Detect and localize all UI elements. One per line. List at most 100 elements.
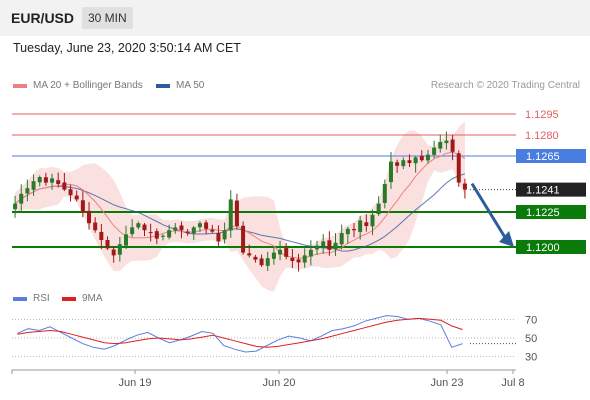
candle-body: [37, 177, 42, 183]
level-label-support: 1.1200: [526, 242, 560, 254]
candle: [253, 254, 258, 263]
candle-body: [308, 249, 313, 257]
candle-body: [315, 245, 320, 250]
candle-body: [99, 231, 104, 240]
candle: [185, 228, 190, 236]
level-tag-support: 1.1225: [516, 205, 586, 219]
candle: [160, 233, 165, 241]
candle: [43, 172, 48, 186]
level-label-support: 1.1225: [526, 207, 560, 219]
candle: [265, 251, 270, 271]
candle-body: [105, 240, 110, 249]
candle: [68, 184, 73, 202]
candle-body: [124, 234, 128, 246]
candle: [241, 221, 246, 255]
x-axis-label: Jun 20: [262, 377, 295, 389]
candle: [407, 154, 412, 168]
candle: [284, 243, 289, 260]
candle-body: [111, 249, 116, 256]
level-tag-support: 1.1200: [516, 240, 586, 254]
candle: [302, 248, 307, 268]
candle: [438, 134, 443, 153]
price-levels: 1.1295 1.1280 1.1265 1.1225 1.1200: [12, 109, 586, 254]
ma50-swatch: [156, 83, 170, 88]
candle-body: [253, 256, 258, 260]
candle: [395, 159, 400, 173]
candle: [222, 222, 227, 244]
candle: [99, 223, 104, 249]
copyright: Research © 2020 Trading Central: [430, 80, 580, 91]
candle-body: [444, 140, 449, 144]
candle: [179, 221, 184, 239]
candle: [278, 240, 283, 261]
candle-body: [302, 255, 307, 263]
x-axis-label: Jun 19: [118, 377, 151, 389]
candle: [167, 224, 172, 240]
rsi-tick-label: 30: [525, 352, 537, 364]
rsi-panel: 70 50 30: [12, 314, 537, 364]
candle-body: [376, 203, 381, 215]
candle: [271, 248, 276, 265]
candle-body: [216, 232, 221, 242]
candle-body: [241, 225, 246, 253]
candle: [117, 236, 122, 262]
candle-body: [56, 180, 61, 184]
candle: [87, 202, 92, 230]
candle: [456, 150, 461, 187]
candle-body: [413, 157, 418, 164]
candle: [259, 254, 264, 267]
level-tag-bg: [516, 205, 586, 219]
candle: [358, 215, 363, 240]
candle-body: [425, 154, 430, 161]
interval-badge[interactable]: 30 MIN: [82, 7, 133, 29]
candle-body: [210, 229, 215, 232]
candle: [80, 190, 85, 218]
candle: [148, 223, 153, 242]
candle-body: [93, 222, 98, 231]
candle: [444, 131, 449, 150]
candle-body: [382, 184, 387, 203]
candle-body: [80, 200, 85, 212]
last-price-tag: 1.1241: [516, 182, 586, 197]
candle-body: [185, 231, 190, 233]
candle: [315, 240, 320, 255]
candle-body: [191, 227, 196, 234]
candle: [173, 223, 178, 234]
rsi-ma-line: [17, 317, 463, 348]
candle-body: [456, 153, 461, 183]
legend-rsi: RSI: [13, 293, 50, 304]
candle-body: [370, 214, 375, 227]
candle: [228, 190, 233, 238]
candle-body: [419, 155, 424, 161]
candle: [154, 228, 159, 245]
candle: [364, 214, 369, 232]
candle-body: [333, 242, 338, 250]
candle: [370, 209, 375, 236]
candle: [321, 234, 326, 255]
candle-body: [148, 232, 153, 234]
candle-body: [62, 182, 67, 190]
candle: [124, 225, 128, 249]
x-axis: Jun 19 Jun 20 Jun 23 Jul 8: [11, 369, 525, 389]
bollinger-band: [15, 121, 465, 292]
rsi-line: [17, 315, 463, 353]
candle-body: [296, 259, 301, 263]
candle: [204, 220, 209, 235]
candle: [247, 244, 252, 258]
candle-body: [388, 161, 393, 183]
candle: [376, 196, 381, 216]
candle: [31, 174, 36, 196]
candle-body: [247, 253, 252, 256]
candle-body: [25, 188, 30, 194]
candle-body: [160, 235, 165, 237]
rsi-ma-label: 9MA: [82, 293, 103, 304]
candle: [105, 236, 110, 251]
candle: [333, 233, 338, 256]
legend-ma20: MA 20 + Bollinger Bands: [13, 80, 143, 91]
candle-body: [278, 249, 283, 255]
ma20-swatch: [13, 83, 27, 88]
candle-body: [462, 183, 467, 190]
candle-body: [13, 203, 18, 210]
candle: [419, 150, 424, 162]
